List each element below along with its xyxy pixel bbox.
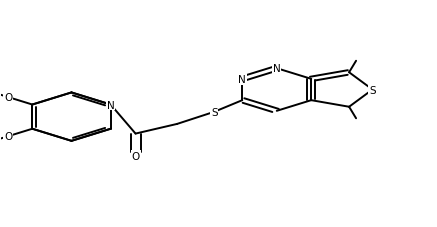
Text: N: N [273, 64, 281, 74]
Text: S: S [211, 107, 218, 117]
Text: O: O [4, 132, 12, 142]
Text: N: N [107, 100, 114, 110]
Text: N: N [239, 74, 246, 84]
Text: S: S [369, 85, 376, 95]
Text: O: O [4, 93, 12, 103]
Text: O: O [132, 151, 140, 161]
